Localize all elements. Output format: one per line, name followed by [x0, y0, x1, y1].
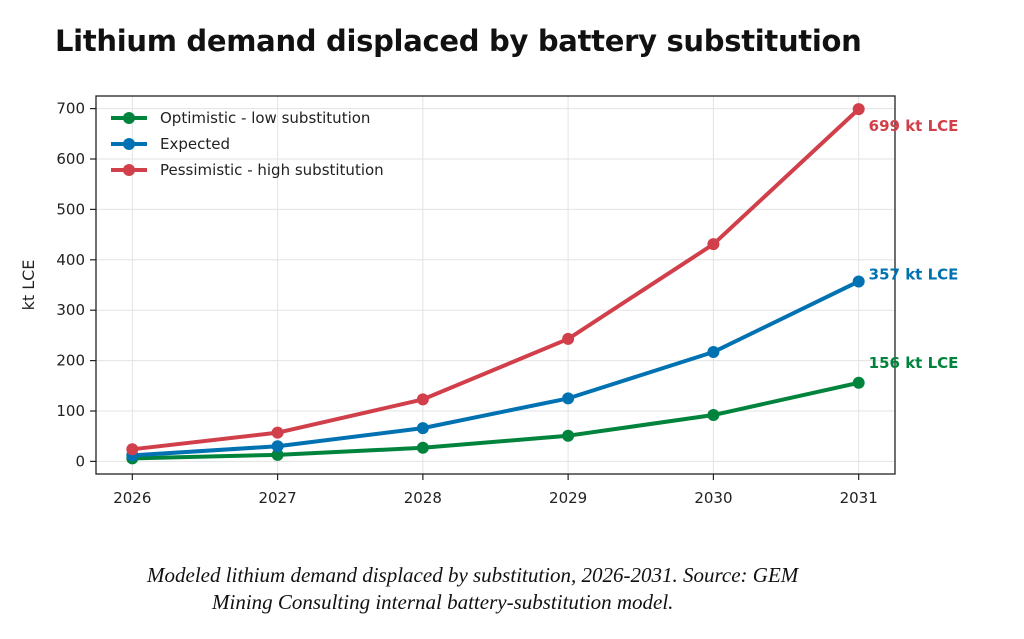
y-tick-label: 200: [56, 352, 85, 370]
data-point: [126, 443, 139, 456]
data-point: [852, 103, 865, 116]
x-tick-label: 2029: [549, 489, 587, 507]
y-tick-label: 100: [56, 402, 85, 420]
data-point: [852, 376, 865, 389]
caption-line-2: Mining Consulting internal battery-subst…: [212, 590, 674, 614]
axes: 2026 2027 2028 2029 2030 2031 0 100 200 300 400 500…: [56, 100, 877, 507]
y-tick-label: 600: [56, 150, 85, 168]
x-tick-label: 2028: [404, 489, 442, 507]
legend-marker: [123, 112, 135, 124]
series-line: [130, 380, 861, 461]
y-tick-label: 0: [75, 452, 85, 470]
figure-caption: Modeled lithium demand displaced by subs…: [0, 562, 1024, 616]
x-tick-label: 2026: [113, 489, 151, 507]
x-tick-label: 2031: [840, 489, 878, 507]
grid-lines: [96, 96, 895, 474]
y-axis-label: kt LCE: [19, 260, 38, 311]
legend-marker: [123, 164, 135, 176]
legend-marker: [123, 138, 135, 150]
data-point: [562, 429, 575, 442]
series-line: [130, 279, 861, 458]
end-labels: 156 kt LCE 357 kt LCE 699 kt LCE: [869, 117, 959, 372]
y-tick-label: 400: [56, 251, 85, 269]
data-point: [271, 440, 284, 453]
end-value-label: 357 kt LCE: [869, 265, 959, 283]
data-point: [562, 332, 575, 345]
data-point: [707, 238, 720, 251]
end-value-label: 699 kt LCE: [869, 117, 959, 135]
line-chart: 2026 2027 2028 2029 2030 2031 0 100 200 300 400 500…: [19, 95, 959, 507]
data-point: [416, 441, 429, 454]
data-point: [852, 275, 865, 288]
legend-label: Expected: [160, 135, 230, 153]
chart-title: Lithium demand displaced by battery subs…: [55, 24, 862, 58]
data-point: [271, 448, 284, 461]
data-point: [271, 426, 284, 439]
end-value-label: 156 kt LCE: [869, 354, 959, 372]
data-point: [416, 393, 429, 406]
series-line: [130, 107, 861, 452]
data-point: [707, 346, 720, 359]
series-group: [126, 103, 865, 465]
legend-label: Pessimistic - high substitution: [160, 161, 384, 179]
y-tick-label: 500: [56, 200, 85, 218]
y-tick-label: 700: [56, 100, 85, 118]
caption-line-1: Modeled lithium demand displaced by subs…: [147, 563, 799, 587]
legend: Optimistic - low substitution Expected Pes…: [111, 109, 384, 179]
data-point: [416, 422, 429, 435]
data-point: [562, 392, 575, 405]
x-tick-label: 2030: [694, 489, 732, 507]
legend-label: Optimistic - low substitution: [160, 109, 370, 127]
y-tick-label: 300: [56, 301, 85, 319]
x-tick-label: 2027: [258, 489, 296, 507]
plot-frame: [95, 95, 896, 475]
data-point: [707, 409, 720, 422]
